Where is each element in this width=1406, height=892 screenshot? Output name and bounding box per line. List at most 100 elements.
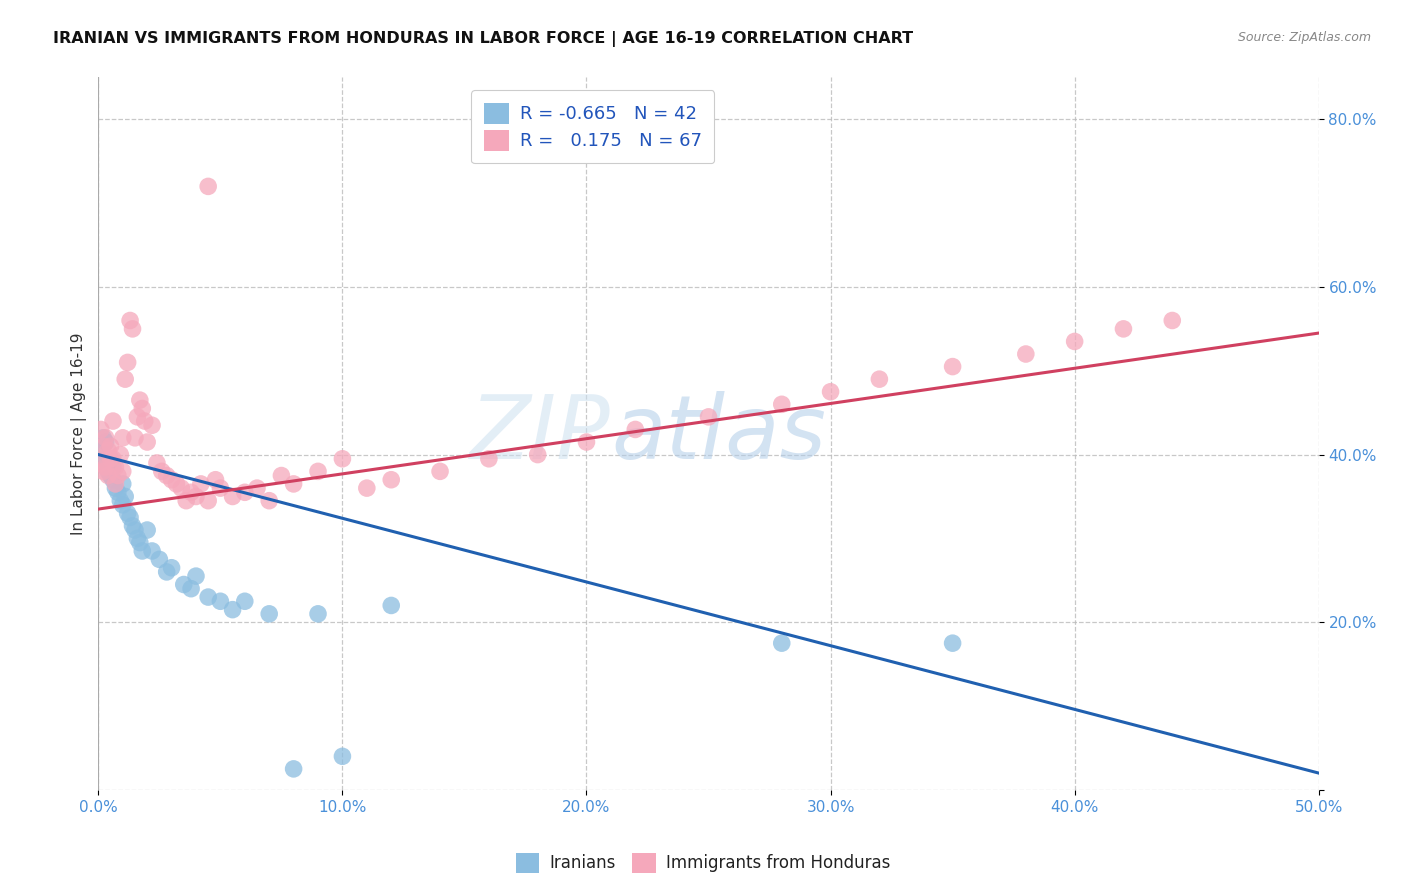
Point [332, 749, 354, 764]
Point [380, 473, 402, 487]
Point [104, 460, 127, 475]
Point [148, 552, 170, 566]
Point [246, 481, 269, 495]
Point [478, 451, 501, 466]
Point [136, 523, 159, 537]
Point [101, 414, 124, 428]
Point [111, 498, 134, 512]
Point [160, 473, 183, 487]
Point [97, 443, 120, 458]
Point [117, 355, 139, 369]
Point [184, 569, 207, 583]
Point [141, 418, 163, 433]
Point [526, 448, 548, 462]
Point [128, 535, 150, 549]
Point [111, 464, 134, 478]
Point [134, 414, 156, 428]
Point [307, 607, 329, 621]
Point [104, 481, 127, 495]
Point [166, 477, 188, 491]
Point [820, 384, 842, 399]
Point [356, 481, 378, 495]
Point [90, 456, 112, 470]
Point [90, 422, 112, 436]
Point [136, 435, 159, 450]
Point [121, 518, 143, 533]
Point [156, 565, 179, 579]
Point [94, 451, 117, 466]
Point [257, 493, 280, 508]
Legend: R = -0.665   N = 42, R =   0.175   N = 67: R = -0.665 N = 42, R = 0.175 N = 67 [471, 90, 714, 163]
Point [150, 464, 173, 478]
Point [97, 464, 120, 478]
Point [100, 468, 122, 483]
Point [97, 468, 120, 483]
Point [91, 464, 114, 478]
Point [127, 409, 149, 424]
Point [942, 359, 965, 374]
Point [91, 439, 114, 453]
Point [170, 481, 193, 495]
Point [128, 393, 150, 408]
Point [121, 322, 143, 336]
Point [180, 485, 202, 500]
Point [770, 636, 793, 650]
Point [114, 490, 136, 504]
Point [94, 460, 117, 475]
Point [221, 490, 243, 504]
Point [197, 179, 219, 194]
Point [131, 544, 153, 558]
Point [156, 468, 179, 483]
Point [91, 431, 114, 445]
Point [174, 493, 197, 508]
Point [233, 594, 256, 608]
Point [204, 473, 226, 487]
Point [184, 490, 207, 504]
Point [180, 582, 202, 596]
Point [120, 510, 142, 524]
Point [101, 460, 124, 475]
Point [1015, 347, 1038, 361]
Point [107, 485, 129, 500]
Point [209, 481, 232, 495]
Text: Source: ZipAtlas.com: Source: ZipAtlas.com [1237, 31, 1371, 45]
Point [942, 636, 965, 650]
Point [124, 523, 146, 537]
Point [97, 456, 120, 470]
Point [173, 577, 195, 591]
Point [190, 477, 212, 491]
Legend: Iranians, Immigrants from Honduras: Iranians, Immigrants from Honduras [509, 847, 897, 880]
Point [110, 448, 132, 462]
Point [124, 431, 146, 445]
Point [575, 435, 598, 450]
Point [270, 468, 292, 483]
Point [114, 372, 136, 386]
Point [197, 590, 219, 604]
Point [197, 493, 219, 508]
Point [100, 451, 122, 466]
Point [111, 477, 134, 491]
Point [100, 439, 122, 453]
Point [257, 607, 280, 621]
Point [120, 313, 142, 327]
Point [90, 443, 112, 458]
Point [429, 464, 451, 478]
Point [233, 485, 256, 500]
Point [101, 451, 124, 466]
Point [117, 506, 139, 520]
Point [1161, 313, 1184, 327]
Point [868, 372, 890, 386]
Point [104, 477, 127, 491]
Point [131, 401, 153, 416]
Point [624, 422, 647, 436]
Point [283, 477, 305, 491]
Point [111, 431, 134, 445]
Point [221, 602, 243, 616]
Point [94, 431, 117, 445]
Text: atlas: atlas [610, 391, 825, 476]
Point [283, 762, 305, 776]
Text: ZIP: ZIP [470, 391, 610, 476]
Point [94, 435, 117, 450]
Point [332, 451, 354, 466]
Point [110, 493, 132, 508]
